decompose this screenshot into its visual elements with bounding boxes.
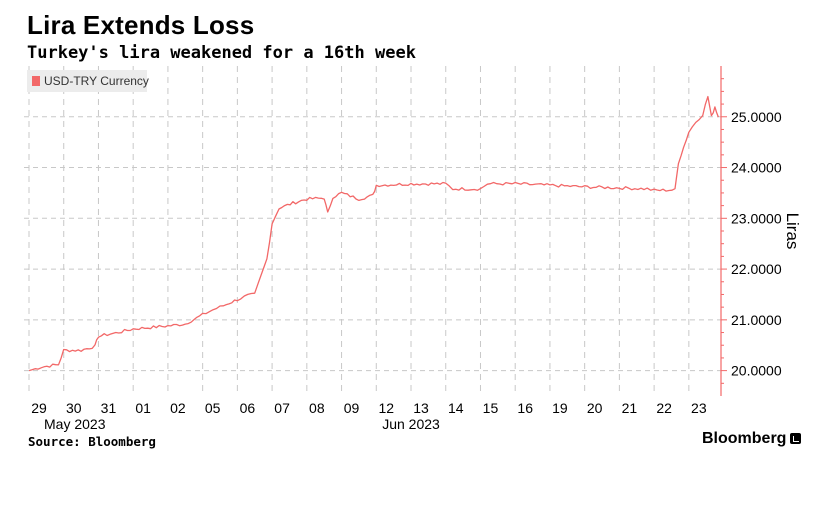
x-month-label: Jun 2023	[382, 416, 440, 432]
x-tick-label: 14	[448, 400, 464, 416]
chart-title: Lira Extends Loss	[27, 10, 255, 40]
x-tick-label: 07	[274, 400, 290, 416]
y-tick-label: 20.0000	[731, 363, 782, 379]
source-note: Source: Bloomberg	[28, 434, 156, 449]
x-tick-label: 31	[101, 400, 117, 416]
y-axis-label: Liras	[783, 213, 802, 250]
x-tick-label: 09	[344, 400, 360, 416]
x-tick-label: 08	[309, 400, 325, 416]
legend: USD-TRY Currency	[27, 70, 149, 92]
x-tick-label: 16	[517, 400, 533, 416]
y-tick-label: 21.0000	[731, 312, 782, 328]
y-tick-label: 24.0000	[731, 160, 782, 176]
series-line-usd-try	[28, 95, 720, 372]
x-tick-label: 05	[205, 400, 221, 416]
x-tick-label: 19	[552, 400, 568, 416]
x-tick-label: 13	[413, 400, 429, 416]
x-tick-label: 12	[378, 400, 394, 416]
x-month-label: May 2023	[44, 416, 106, 432]
y-tick-label: 22.0000	[731, 261, 782, 277]
x-tick-label: 02	[170, 400, 186, 416]
legend-box	[27, 70, 147, 92]
y-tick-label: 23.0000	[731, 210, 782, 226]
x-tick-label: 30	[66, 400, 82, 416]
chart-subtitle: Turkey's lira weakened for a 16th week	[27, 43, 416, 63]
bloomberg-terminal-icon	[790, 433, 802, 444]
x-tick-label: 21	[622, 400, 638, 416]
x-tick-label: 06	[240, 400, 256, 416]
brand-logo: Bloomberg	[702, 430, 802, 448]
x-tick-label: 01	[135, 400, 151, 416]
x-axis: 29 30 31 01 02 05 06 07 08 09 12 13 14 15 16 19 20 21 22 23…	[31, 400, 707, 432]
x-tick-label: 22	[656, 400, 672, 416]
x-tick-label: 29	[31, 400, 47, 416]
y-tick-label: 25.0000	[731, 109, 782, 125]
brand-name: Bloomberg	[702, 430, 787, 447]
legend-swatch	[32, 76, 40, 86]
y-axis: 20.0000 21.0000 22.0000 23.0000 24.0000 25.00…	[720, 66, 802, 396]
x-tick-label: 15	[483, 400, 499, 416]
series-layer	[28, 95, 720, 372]
legend-label: USD-TRY Currency	[44, 74, 149, 88]
grid-lines	[24, 66, 721, 396]
x-tick-label: 20	[587, 400, 603, 416]
x-tick-label: 23	[691, 400, 707, 416]
